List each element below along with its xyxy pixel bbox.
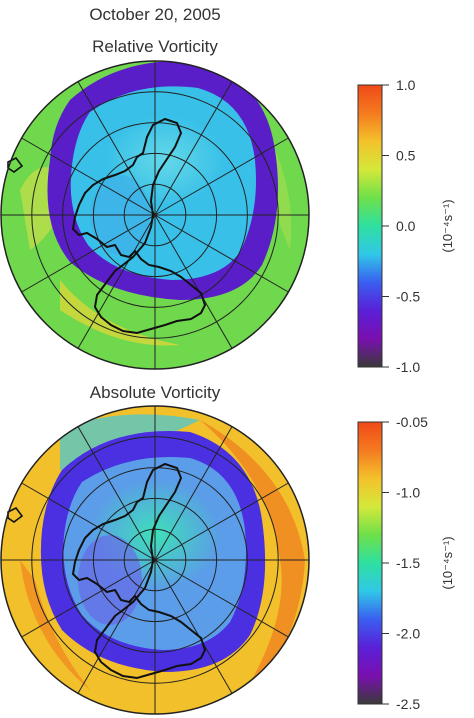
- meridian-line: [77, 214, 156, 349]
- map-2-coastline: [71, 462, 207, 680]
- meridian-line: [77, 426, 156, 561]
- colorbar-tick-label: -0.05: [396, 414, 428, 430]
- meridian-line: [154, 214, 289, 293]
- relative-vorticity-map: [0, 60, 310, 370]
- meridian-line: [154, 559, 289, 638]
- colorbar-tick-label: -1.0: [396, 359, 420, 375]
- colorbar-tick-label: -1.5: [396, 555, 420, 571]
- colorbar-1-unit: (10⁻⁴s⁻¹): [440, 199, 455, 252]
- colorbar-2-bar: [357, 421, 383, 705]
- meridian-line: [154, 81, 233, 216]
- vortex-2-purple-patch: [78, 535, 142, 625]
- map-1-coastline: [71, 117, 207, 335]
- colorbar-1-bar: [357, 84, 383, 368]
- colorbar-1-ticks: 1.0 0.5 0.0 -0.5 -1.0: [382, 77, 420, 375]
- meridian-line: [154, 559, 233, 694]
- map-1-border: [0, 60, 310, 370]
- relative-vorticity-colorbar: 1.0 0.5 0.0 -0.5 -1.0 (10⁻⁴s⁻¹): [357, 77, 455, 375]
- meridian-line: [21, 482, 156, 561]
- meridian-line: [21, 137, 156, 216]
- meridian-line: [154, 426, 233, 561]
- meridian-line: [77, 559, 156, 694]
- colorbar-2-unit: (10⁻⁴s⁻¹): [440, 536, 455, 589]
- colorbar-tick-label: -0.5: [396, 289, 420, 305]
- colorbar-tick-label: -1.0: [396, 485, 420, 501]
- meridian-line: [154, 482, 289, 561]
- meridian-line: [21, 214, 156, 293]
- map-2-orange-band-east: [200, 420, 305, 700]
- meridian-line: [154, 214, 233, 349]
- map-2-orange-band-west: [20, 560, 90, 690]
- panel-1-title: Relative Vorticity: [92, 37, 218, 56]
- colorbar-tick-label: 0.5: [396, 148, 416, 164]
- colorbar-2-ticks: -0.05 -1.0 -1.5 -2.0 -2.5: [382, 414, 428, 712]
- meridian-line: [154, 137, 289, 216]
- date-title: October 20, 2005: [89, 5, 220, 24]
- absolute-vorticity-map: [0, 405, 310, 715]
- absolute-vorticity-colorbar: -0.05 -1.0 -1.5 -2.0 -2.5 (10⁻⁴s⁻¹): [357, 414, 455, 712]
- map-1-yellow-band-south: [60, 280, 180, 346]
- map-2-border: [0, 405, 310, 715]
- meridian-line: [21, 559, 156, 638]
- panel-2-title: Absolute Vorticity: [90, 383, 221, 402]
- meridian-line: [77, 81, 156, 216]
- map-2-coastline-fragment: [7, 506, 24, 523]
- colorbar-tick-label: 1.0: [396, 77, 416, 93]
- colorbar-tick-label: 0.0: [396, 218, 416, 234]
- map-2-graticule: [1, 406, 309, 714]
- colorbar-tick-label: -2.0: [396, 626, 420, 642]
- colorbar-tick-label: -2.5: [396, 696, 420, 712]
- map-1-graticule: [1, 61, 309, 369]
